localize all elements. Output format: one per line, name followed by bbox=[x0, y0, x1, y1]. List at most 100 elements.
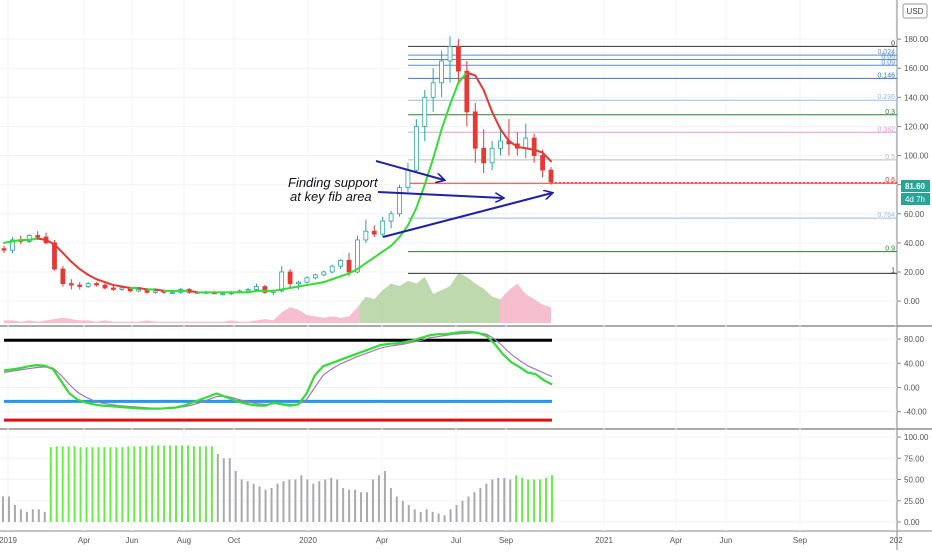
currency-badge[interactable]: USD bbox=[902, 3, 928, 19]
currency-label: USD bbox=[907, 7, 924, 16]
candle[interactable] bbox=[35, 235, 41, 238]
candle[interactable] bbox=[447, 45, 453, 62]
candle[interactable] bbox=[279, 271, 285, 292]
candle[interactable] bbox=[355, 239, 360, 273]
moving-average-segment bbox=[322, 278, 334, 284]
histogram-bar bbox=[377, 475, 380, 522]
time-axis-tick-label: Apr bbox=[78, 536, 91, 545]
histogram-bar bbox=[348, 489, 351, 522]
histogram-axis-tick-label: 100.00 bbox=[904, 433, 929, 442]
moving-average-segment bbox=[3, 240, 14, 244]
histogram-bar bbox=[366, 492, 369, 522]
candle[interactable] bbox=[489, 147, 495, 164]
histogram-bar bbox=[551, 475, 553, 522]
moving-average-segment bbox=[87, 273, 98, 281]
candle[interactable] bbox=[26, 235, 32, 242]
candle[interactable] bbox=[464, 70, 470, 113]
moving-average-segment bbox=[11, 238, 22, 243]
candle[interactable] bbox=[169, 291, 175, 294]
candle[interactable] bbox=[220, 293, 226, 296]
histogram-bar bbox=[431, 511, 434, 522]
candle[interactable] bbox=[68, 283, 74, 286]
candle[interactable] bbox=[245, 289, 251, 292]
fib-level-label: 0.9 bbox=[885, 246, 895, 253]
candle[interactable] bbox=[346, 259, 352, 273]
candle[interactable] bbox=[481, 147, 487, 164]
candle[interactable] bbox=[321, 271, 327, 276]
candle[interactable] bbox=[430, 82, 436, 98]
time-axis-tick-label: Sep bbox=[499, 536, 514, 545]
histogram-bar bbox=[401, 500, 404, 522]
candle[interactable] bbox=[456, 45, 461, 72]
moving-average-segment bbox=[95, 278, 106, 284]
histogram-bar bbox=[43, 511, 46, 522]
candle[interactable] bbox=[523, 137, 529, 149]
histogram-bar bbox=[175, 445, 178, 522]
candle[interactable] bbox=[540, 155, 545, 171]
time-axis-tick-label: 2021 bbox=[595, 536, 613, 545]
candle[interactable] bbox=[102, 284, 108, 289]
moving-average-segment bbox=[491, 110, 502, 131]
histogram-bar bbox=[318, 481, 321, 522]
candle[interactable] bbox=[254, 286, 259, 290]
last-price-badge: 81.60 4d 7h bbox=[901, 180, 930, 205]
candle[interactable] bbox=[380, 220, 386, 235]
candle[interactable] bbox=[94, 283, 99, 286]
candle[interactable] bbox=[287, 271, 293, 285]
histogram-bar bbox=[127, 446, 130, 522]
candle[interactable] bbox=[498, 140, 503, 149]
candle[interactable] bbox=[329, 265, 335, 273]
candle[interactable] bbox=[413, 126, 419, 171]
candle[interactable] bbox=[262, 286, 268, 293]
moving-average-segment bbox=[373, 250, 384, 259]
candle[interactable] bbox=[371, 230, 377, 235]
histogram-bar bbox=[282, 481, 285, 522]
histogram-bar bbox=[360, 492, 363, 522]
histogram-bar bbox=[157, 445, 160, 522]
moving-average-segment bbox=[289, 285, 300, 289]
candle[interactable] bbox=[439, 60, 445, 84]
histogram-bar bbox=[270, 488, 273, 522]
candle[interactable] bbox=[111, 287, 116, 290]
moving-average-segment bbox=[449, 81, 460, 106]
candle[interactable] bbox=[60, 268, 66, 285]
candle[interactable] bbox=[422, 96, 428, 127]
histogram-bar bbox=[151, 445, 154, 522]
time-axis-tick-label: Aug bbox=[177, 536, 191, 545]
histogram-bar bbox=[527, 479, 530, 522]
candle[interactable] bbox=[136, 289, 142, 292]
candle[interactable] bbox=[153, 290, 158, 293]
oscillator-axis-tick-label: 80.00 bbox=[904, 335, 925, 344]
candle[interactable] bbox=[472, 111, 478, 149]
moving-average-segment bbox=[533, 148, 544, 154]
candle[interactable] bbox=[85, 283, 91, 287]
candle[interactable] bbox=[77, 284, 83, 287]
price-axis-tick-label: 40.00 bbox=[904, 239, 925, 248]
candle[interactable] bbox=[296, 281, 301, 285]
histogram-bar bbox=[121, 447, 124, 522]
candle[interactable] bbox=[1, 248, 7, 251]
candle[interactable] bbox=[548, 169, 554, 183]
moving-average-segment bbox=[499, 128, 510, 142]
histogram-bar bbox=[419, 511, 422, 522]
histogram-bar bbox=[306, 479, 309, 522]
candle[interactable] bbox=[388, 213, 394, 222]
histogram-bar bbox=[37, 509, 40, 522]
candle[interactable] bbox=[363, 230, 369, 241]
histogram-bar bbox=[371, 479, 374, 522]
candle[interactable] bbox=[405, 169, 411, 188]
candle[interactable] bbox=[52, 242, 57, 270]
annotation-line-2: at key fib area bbox=[290, 189, 372, 204]
oscillator-axis-tick-label: -40.00 bbox=[904, 408, 927, 417]
candle[interactable] bbox=[312, 274, 318, 279]
moving-average-segment bbox=[440, 103, 452, 131]
candle[interactable] bbox=[531, 137, 537, 156]
candle[interactable] bbox=[119, 287, 125, 290]
candle[interactable] bbox=[10, 239, 15, 251]
candle[interactable] bbox=[338, 259, 344, 267]
oscillator-main-line bbox=[3, 330, 553, 410]
candle[interactable] bbox=[304, 277, 310, 283]
candle[interactable] bbox=[397, 187, 402, 215]
